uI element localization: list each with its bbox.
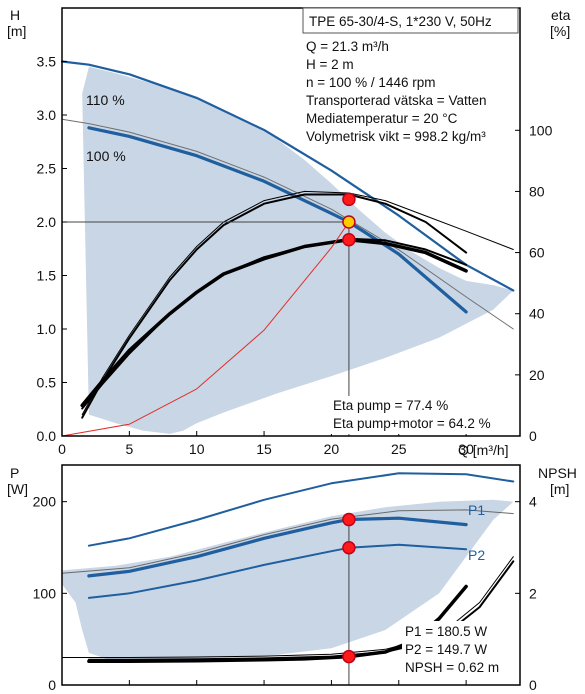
operating-point-npsh-2 bbox=[342, 649, 356, 664]
npsh-curve-5 bbox=[87, 560, 515, 661]
h-axis-tick-label: 1.5 bbox=[37, 268, 57, 284]
h-axis-tick-label: 0.5 bbox=[37, 375, 57, 391]
q-axis-tick-label: 30 bbox=[458, 441, 474, 457]
system-curve-7 bbox=[61, 221, 350, 437]
info-head: H = 2 m bbox=[306, 57, 354, 72]
info-temperature: Mediatemperatur = 20 °C bbox=[306, 111, 458, 126]
operating-point-h-0 bbox=[342, 215, 356, 229]
q-axis-tick-label: 25 bbox=[391, 441, 407, 457]
eta-curve-3 bbox=[81, 193, 468, 419]
q-axis-tick-label: 10 bbox=[189, 441, 205, 457]
eta-pump-value: Eta pump = 77.4 % bbox=[333, 398, 448, 413]
x-axis-title-q: Q [m³/h] bbox=[458, 442, 509, 458]
eta-axis-tick-label: 20 bbox=[529, 367, 545, 383]
eta-axis-tick-label: 60 bbox=[529, 245, 545, 261]
y2-axis-title-npsh: NPSH bbox=[538, 465, 577, 481]
info-density: Volymetrisk vikt = 998.2 kg/m³ bbox=[306, 129, 486, 144]
eta-curve-4 bbox=[81, 190, 514, 416]
head-curve-1 bbox=[87, 126, 468, 314]
q-axis-tick-label: 20 bbox=[324, 441, 340, 457]
chart-title: TPE 65-30/4-S, 1*230 V, 50Hz bbox=[309, 14, 492, 29]
operating-point-eta-1 bbox=[342, 192, 356, 207]
q-axis-tick-label: 0 bbox=[58, 441, 66, 457]
npsh-axis-tick-label: 4 bbox=[529, 494, 537, 510]
y-axis-unit-p: [W] bbox=[7, 481, 28, 497]
eta-axis-tick-label: 40 bbox=[529, 306, 545, 322]
power-result-box bbox=[402, 621, 517, 679]
npsh-axis-tick-label: 2 bbox=[529, 585, 537, 601]
y-axis-title-p: P bbox=[10, 465, 19, 481]
p-axis-tick-label: 0 bbox=[48, 677, 56, 693]
h-axis-tick-label: 1.0 bbox=[37, 321, 57, 337]
h-axis-tick-label: 0.0 bbox=[37, 428, 57, 444]
y2-axis-title-eta: eta bbox=[551, 7, 571, 23]
head-curve-2 bbox=[61, 118, 514, 330]
eta-curve-6 bbox=[81, 237, 468, 410]
operating-point-p-0 bbox=[342, 512, 356, 527]
y-axis-title-h: H bbox=[10, 7, 20, 23]
q-axis-tick-label: 15 bbox=[256, 441, 272, 457]
eta-axis-tick-label: 80 bbox=[529, 183, 545, 199]
series-label-p1: P1 bbox=[468, 502, 485, 518]
eta-pump-motor-value: Eta pump+motor = 64.2 % bbox=[333, 416, 491, 431]
h-axis-tick-label: 3.0 bbox=[37, 107, 57, 123]
h-axis-tick-label: 3.5 bbox=[37, 54, 57, 70]
power-range-area bbox=[62, 499, 514, 663]
q-axis-tick-label: 5 bbox=[125, 441, 133, 457]
npsh-value: NPSH = 0.62 m bbox=[405, 660, 499, 675]
info-speed: n = 100 % / 1446 rpm bbox=[306, 75, 435, 90]
bottom-plot-frame bbox=[61, 464, 521, 686]
p-axis-tick-label: 200 bbox=[33, 494, 57, 510]
p2-value: P2 = 149.7 W bbox=[405, 642, 487, 657]
p1-value: P1 = 180.5 W bbox=[405, 624, 487, 639]
npsh-axis-tick-label: 0 bbox=[529, 677, 537, 693]
curve-label-110: 110 % bbox=[86, 92, 125, 108]
h-axis-tick-label: 2.5 bbox=[37, 161, 57, 177]
power-curve-0 bbox=[87, 472, 515, 547]
operating-point-p-1 bbox=[342, 541, 356, 555]
h-axis-tick-label: 2.0 bbox=[37, 214, 57, 230]
head-curve-0 bbox=[60, 60, 515, 292]
power-curve-2 bbox=[87, 543, 468, 599]
y2-axis-unit-npsh: [m] bbox=[550, 481, 569, 497]
info-liquid: Transporterad vätska = Vatten bbox=[306, 93, 486, 108]
series-label-p2: P2 bbox=[468, 547, 485, 563]
y2-axis-unit-eta: [%] bbox=[550, 23, 570, 39]
eta-axis-tick-label: 0 bbox=[529, 428, 537, 444]
head-efficiency-panel: 0 5 10 15 20 25 30 0.0 0.5 1.0 1.5 2.0 2.5 3.0 3.5 0 2… bbox=[7, 7, 571, 458]
y-axis-unit-h: [m] bbox=[7, 23, 26, 39]
p-axis-tick-label: 100 bbox=[33, 585, 57, 601]
power-curve-1 bbox=[87, 516, 468, 578]
npsh-curve-6 bbox=[61, 556, 514, 658]
power-npsh-panel: 0 100 200 0 2 4 P [W] NPSH [m] P1 P2 P1 = 18… bbox=[7, 464, 577, 693]
eta-axis-tick-label: 100 bbox=[529, 122, 553, 138]
title-box bbox=[302, 7, 519, 34]
operating-point-eta-2 bbox=[342, 232, 356, 247]
efficiency-result-box bbox=[330, 396, 516, 434]
power-curve-3 bbox=[61, 509, 514, 574]
info-flow: Q = 21.3 m³/h bbox=[306, 39, 389, 54]
curve-label-100: 100 % bbox=[86, 148, 126, 164]
